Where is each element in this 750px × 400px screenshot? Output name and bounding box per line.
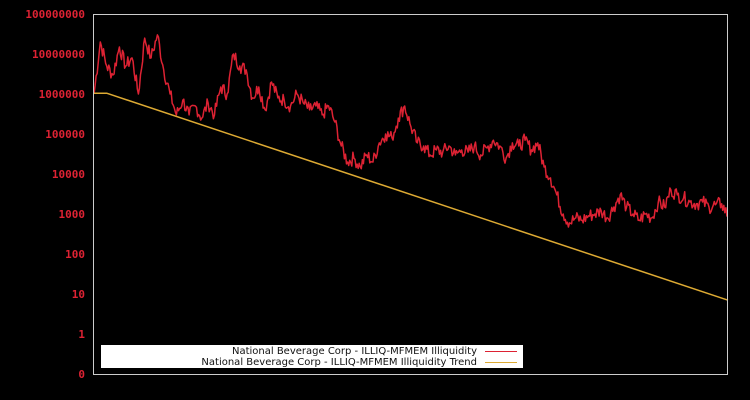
illiquidity-line (93, 34, 729, 228)
y-tick-label: 1000000 (39, 88, 85, 101)
plot-frame (93, 14, 728, 375)
y-axis-tick-labels: 1000000001000000010000001000001000010001… (25, 8, 85, 381)
legend-item-illiquidity: National Beverage Corp - ILLIQ-MFMEM Ill… (232, 346, 517, 357)
y-tick-label: 100000 (45, 128, 85, 141)
y-tick-label: 100 (65, 248, 85, 261)
illiquidity-trend-line (94, 92, 729, 301)
legend-label: National Beverage Corp - ILLIQ-MFMEM Ill… (231, 346, 477, 357)
y-tick-label: 10000000 (32, 48, 85, 61)
chart-legend: National Beverage Corp - ILLIQ-MFMEM Ill… (101, 345, 523, 368)
legend-label: National Beverage Corp - ILLIQ-MFMEM Ill… (201, 357, 477, 368)
y-tick-label: 0 (78, 368, 85, 381)
legend-swatch-gold-line (485, 362, 517, 363)
legend-item-illiquidity-trend: National Beverage Corp - ILLIQ-MFMEM Ill… (201, 357, 517, 368)
legend-swatch-red-line (485, 351, 517, 352)
y-tick-label: 10 (72, 288, 85, 301)
plot-series (93, 34, 729, 301)
y-tick-label: 1 (78, 328, 85, 341)
y-tick-label: 100000000 (25, 8, 85, 21)
y-tick-label: 10000 (52, 168, 85, 181)
y-tick-label: 1000 (59, 208, 86, 221)
